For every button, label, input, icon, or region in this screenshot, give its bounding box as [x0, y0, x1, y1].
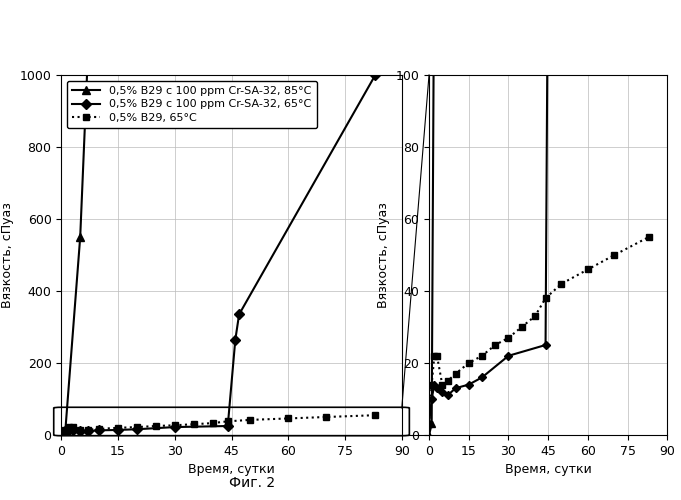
Y-axis label: Вязкость, сПуаз: Вязкость, сПуаз	[1, 202, 14, 308]
Y-axis label: Вязкость, сПуаз: Вязкость, сПуаз	[377, 202, 390, 308]
X-axis label: Время, сутки: Время, сутки	[505, 464, 592, 476]
X-axis label: Время, сутки: Время, сутки	[188, 464, 275, 476]
Text: Фиг. 2: Фиг. 2	[229, 476, 275, 490]
Legend: 0,5% B29 с 100 ppm Cr-SA-32, 85°C, 0,5% B29 с 100 ppm Cr-SA-32, 65°C, 0,5% B29, : 0,5% B29 с 100 ppm Cr-SA-32, 85°C, 0,5% …	[67, 80, 317, 128]
